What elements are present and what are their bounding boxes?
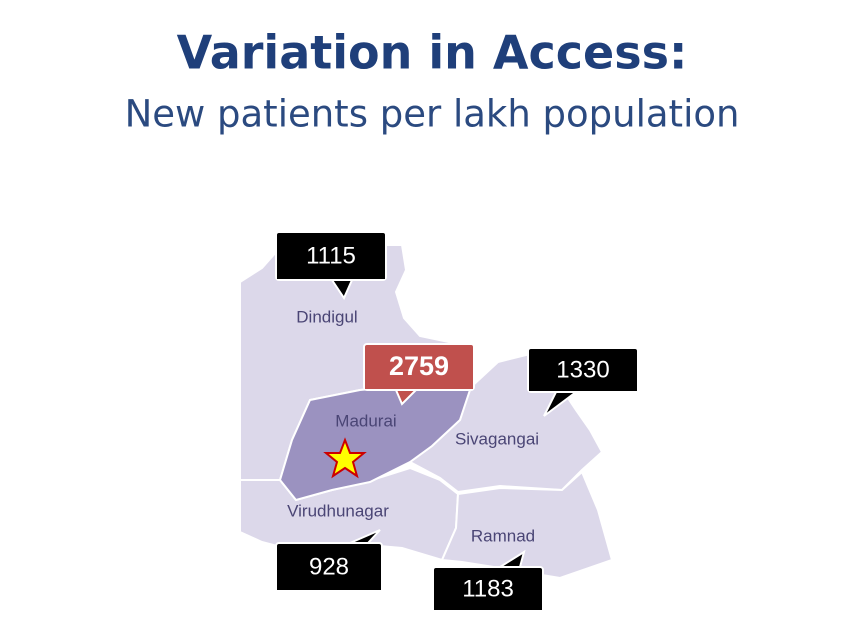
callout-mask <box>365 387 473 389</box>
region-name: Virudhunagar <box>287 501 389 520</box>
callout-value: 928 <box>309 553 349 580</box>
callout-value: 1183 <box>462 575 514 602</box>
callout-mask <box>277 277 385 279</box>
title: Variation in Access: <box>177 26 688 80</box>
map <box>239 244 614 580</box>
star-icon <box>323 437 367 479</box>
callout-value: 1330 <box>556 356 609 383</box>
callout-value: 2759 <box>389 351 449 381</box>
callout-box <box>432 566 544 612</box>
labels: Dindigul 1115 Madurai 2759 Sivagangai 1330 Vir… <box>275 231 639 612</box>
region-ramnad <box>440 470 614 580</box>
callout-value: 1115 <box>306 242 356 269</box>
callout-box <box>275 231 387 281</box>
region-name: Madurai <box>335 411 396 430</box>
subtitle: New patients per lakh population <box>125 93 740 136</box>
callout-mask <box>529 389 637 391</box>
callout-box <box>275 542 383 592</box>
callout-box <box>363 343 475 391</box>
callout-mask <box>277 588 381 590</box>
region-name: Sivagangai <box>455 429 539 448</box>
region-name: Dindigul <box>296 307 357 326</box>
callout-mask <box>434 608 542 610</box>
region-name: Ramnad <box>471 526 535 545</box>
callout-box <box>527 347 639 393</box>
